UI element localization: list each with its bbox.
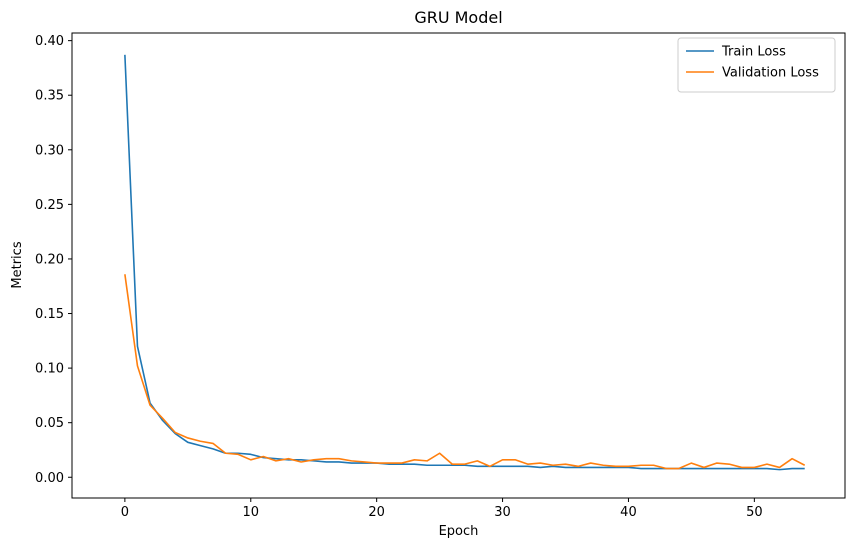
- x-tick-label: 40: [620, 505, 637, 520]
- y-tick-label: 0.40: [35, 34, 64, 49]
- x-tick-label: 0: [121, 505, 129, 520]
- y-tick-label: 0.15: [35, 307, 64, 322]
- y-tick-label: 0.05: [35, 416, 64, 431]
- x-tick-label: 50: [746, 505, 763, 520]
- plot-frame: [71, 32, 846, 499]
- x-axis-label: Epoch: [439, 524, 479, 539]
- y-tick-label: 0.20: [35, 252, 64, 267]
- y-tick-label: 0.35: [35, 89, 64, 104]
- series-line-validation-loss: [124, 274, 806, 470]
- legend-box: [677, 37, 836, 93]
- x-tick-label: 10: [242, 505, 259, 520]
- y-tick-label: 0.25: [35, 198, 64, 213]
- series-line-train-loss: [124, 54, 805, 471]
- plot-area: 0 10 20 30 40 50 0.00 0.05 0.10 0.15 0.20 0.25 0.30 0…: [35, 32, 846, 520]
- legend-label: Validation Loss: [722, 66, 819, 81]
- y-tick-label: 0.30: [35, 143, 64, 158]
- y-axis-label: Metrics: [10, 241, 25, 288]
- y-tick-label: 0.00: [35, 471, 64, 486]
- x-tick-label: 20: [368, 505, 385, 520]
- chart-title: GRU Model: [414, 8, 502, 27]
- legend-label: Train Loss: [721, 45, 786, 60]
- x-tick-label: 30: [494, 505, 511, 520]
- y-tick-label: 0.10: [35, 362, 64, 377]
